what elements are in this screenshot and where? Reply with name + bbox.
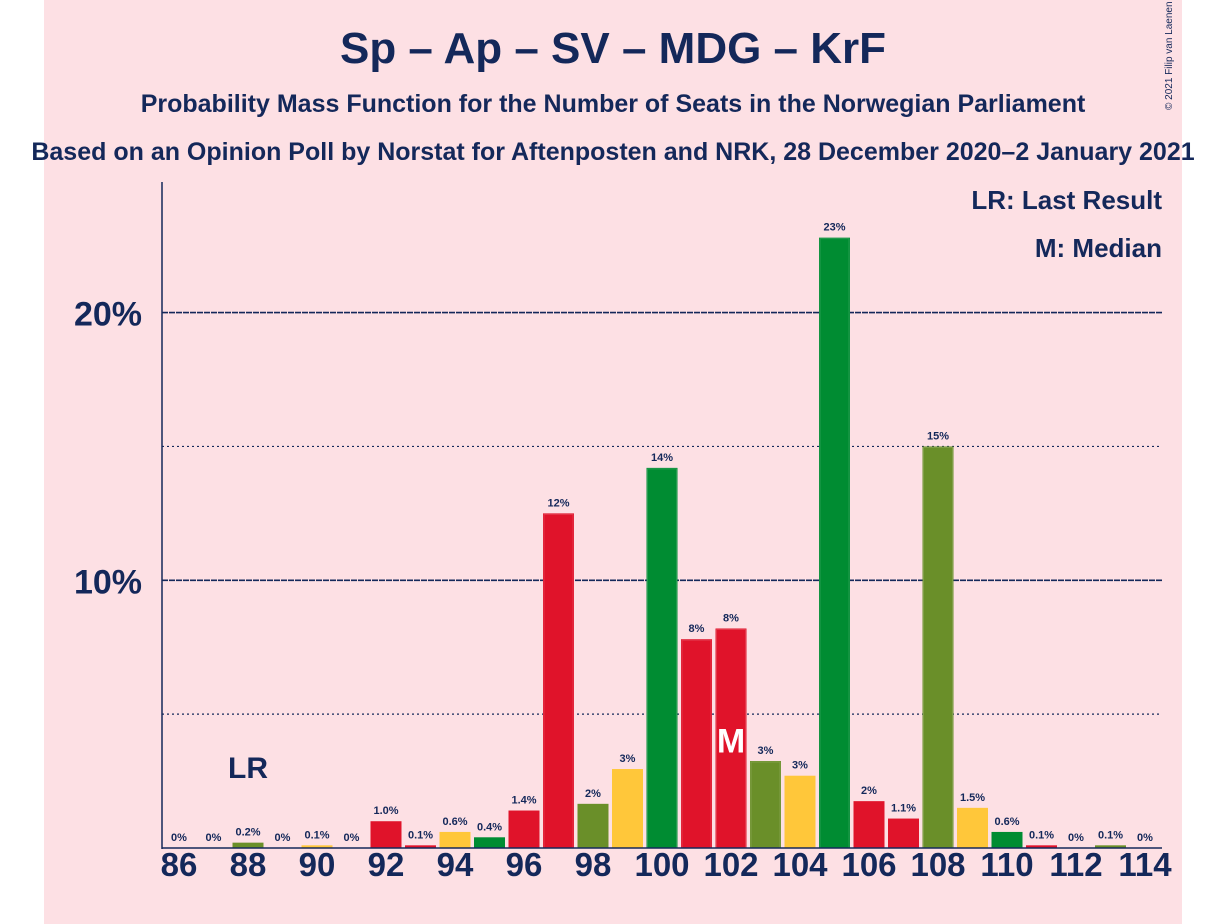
- x-tick-label: 90: [299, 846, 336, 883]
- bar-value-label: 2%: [585, 788, 601, 800]
- bar-seat-99: [612, 769, 643, 848]
- bar-seat-105: [819, 237, 850, 849]
- bar-seat-96: [508, 810, 540, 848]
- bar-value-label: 0.2%: [235, 827, 260, 839]
- bar-seat-109: [957, 807, 988, 848]
- x-tick-label: 104: [772, 846, 828, 883]
- bar-value-label: 0.6%: [994, 816, 1019, 828]
- bar-value-label: 12%: [547, 497, 569, 509]
- bar-value-label: 15%: [927, 430, 949, 442]
- bar-value-label: 14%: [651, 452, 673, 464]
- bar-value-label: 1.4%: [511, 795, 536, 807]
- last-result-marker: LR: [228, 752, 268, 785]
- bar-seat-103: [750, 760, 781, 848]
- chart-source-line: Based on an Opinion Poll by Norstat for …: [31, 138, 1195, 166]
- bar-value-label: 0.1%: [304, 829, 329, 841]
- x-tick-label: 88: [230, 846, 267, 883]
- x-tick-label: 114: [1118, 846, 1172, 883]
- median-marker: M: [717, 722, 745, 760]
- bar-seat-111: [1026, 845, 1057, 848]
- bar-value-label: 2%: [861, 785, 877, 797]
- bar-value-label: 3%: [758, 745, 774, 757]
- y-tick-label: 10%: [74, 563, 142, 601]
- bar-value-label: 0.1%: [1029, 829, 1054, 841]
- bar-value-label: 0.4%: [477, 821, 502, 833]
- bar-seat-104: [784, 775, 816, 848]
- y-tick-label: 20%: [74, 296, 142, 334]
- bar-value-label: 0%: [1068, 832, 1084, 844]
- bar-seat-101: [681, 639, 712, 848]
- x-tick-label: 98: [575, 846, 612, 883]
- bar-value-label: 23%: [823, 222, 845, 234]
- bar-value-label: 3%: [620, 753, 636, 765]
- x-tick-label: 110: [980, 846, 1033, 883]
- x-tick-label: 96: [506, 846, 543, 883]
- bar-seat-107: [888, 818, 919, 848]
- bar-value-label: 0.6%: [442, 816, 467, 828]
- bar-value-label: 0%: [206, 832, 222, 844]
- bar-seat-92: [370, 821, 402, 848]
- bar-value-label: 8%: [723, 612, 739, 624]
- bar-value-label: 1.1%: [891, 803, 916, 815]
- bar-seat-100: [646, 467, 678, 848]
- bar-seat-102: [715, 628, 747, 848]
- bar-seat-93: [405, 845, 436, 848]
- bar-value-label: 8%: [689, 623, 705, 635]
- x-tick-label: 102: [703, 846, 758, 883]
- bar-seat-95: [474, 837, 505, 848]
- bar-seat-110: [991, 831, 1023, 848]
- bar-value-label: 3%: [792, 760, 808, 772]
- bar-value-label: 0.1%: [408, 829, 433, 841]
- bar-seat-88: [232, 842, 264, 848]
- x-tick-label: 112: [1049, 846, 1102, 883]
- x-tick-label: 92: [368, 846, 405, 883]
- bar-value-label: 0%: [1137, 832, 1153, 844]
- chart-subtitle: Probability Mass Function for the Number…: [140, 90, 1086, 118]
- x-tick-label: 94: [437, 846, 474, 883]
- bar-value-label: 0.1%: [1098, 829, 1123, 841]
- x-tick-label: 100: [634, 846, 689, 883]
- bar-seat-97: [543, 513, 574, 848]
- bar-value-label: 1.5%: [960, 792, 985, 804]
- bar-seat-106: [853, 801, 885, 848]
- legend-last-result: LR: Last Result: [971, 185, 1162, 215]
- bar-value-label: 0%: [275, 832, 291, 844]
- bar-seat-98: [577, 803, 609, 848]
- chart-title: Sp – Ap – SV – MDG – KrF: [339, 24, 887, 73]
- bar-seat-113: [1095, 845, 1126, 848]
- legend-median: M: Median: [1034, 233, 1162, 263]
- bar-value-label: 0%: [171, 832, 187, 844]
- bar-value-label: 1.0%: [373, 805, 398, 817]
- bar-seat-90: [301, 845, 333, 848]
- bar-value-label: 0%: [344, 832, 360, 844]
- x-tick-label: 106: [841, 846, 896, 883]
- bar-seat-94: [439, 831, 471, 848]
- bar-seat-108: [922, 446, 954, 848]
- x-tick-label: 86: [161, 846, 198, 883]
- x-tick-label: 108: [910, 846, 965, 883]
